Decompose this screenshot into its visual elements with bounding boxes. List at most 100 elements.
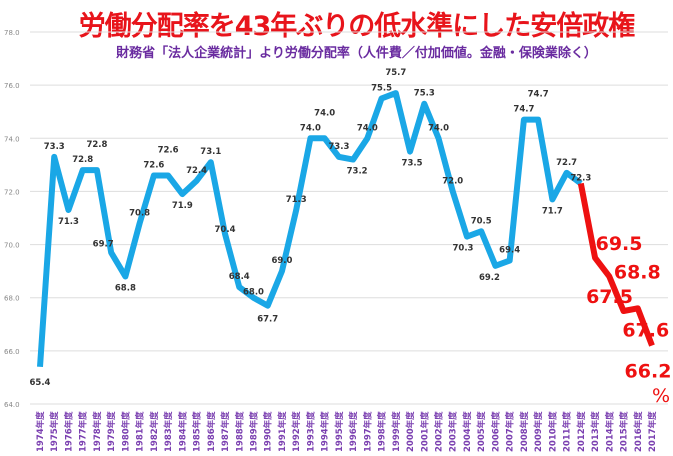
x-tick-label: 1974年度 <box>35 411 46 452</box>
chart-subtitle: 財務省「法人企業統計」より労働分配率（人件費／付加価値。金融・保険業除く） <box>116 46 597 61</box>
data-label: 68.0 <box>243 288 264 298</box>
data-label: 69.5 <box>596 233 643 255</box>
y-tick-label: 64.0 <box>4 401 20 409</box>
data-label: 72.6 <box>158 145 179 155</box>
x-tick-label: 2000年度 <box>405 411 416 452</box>
x-tick-label: 1995年度 <box>334 411 345 452</box>
x-tick-label: 1975年度 <box>49 411 60 452</box>
x-tick-label: 1996年度 <box>348 411 359 452</box>
data-label: 74.7 <box>513 105 534 115</box>
x-tick-label: 1989年度 <box>248 411 259 452</box>
data-label: 75.5 <box>371 83 392 93</box>
data-label: 71.9 <box>172 201 193 211</box>
data-label: 69.4 <box>499 246 520 256</box>
data-label: 71.3 <box>286 195 307 205</box>
unit-label: % <box>652 385 670 407</box>
x-tick-label: 2008年度 <box>519 411 530 452</box>
x-tick-label: 2015年度 <box>619 411 630 452</box>
y-tick-label: 68.0 <box>4 295 20 303</box>
data-label: 66.2 <box>625 361 672 383</box>
x-tick-label: 1998年度 <box>377 411 388 452</box>
data-label: 72.7 <box>556 158 577 168</box>
data-label: 73.2 <box>347 167 368 177</box>
x-tick-label: 2007年度 <box>505 411 516 452</box>
data-label: 68.8 <box>614 261 661 283</box>
x-tick-label: 2004年度 <box>462 411 473 452</box>
y-tick-label: 70.0 <box>4 242 20 250</box>
data-label: 68.8 <box>115 283 136 293</box>
x-tick-label: 1976年度 <box>63 411 74 452</box>
x-tick-label: 1986年度 <box>206 411 217 452</box>
data-label: 74.0 <box>300 123 321 133</box>
x-tick-label: 1990年度 <box>263 411 274 452</box>
data-label: 70.5 <box>471 216 492 226</box>
data-label: 70.3 <box>452 244 473 254</box>
x-tick-label: 2001年度 <box>419 411 430 452</box>
x-tick-label: 1987年度 <box>220 411 231 452</box>
data-label: 67.7 <box>257 315 278 325</box>
x-tick-label: 2002年度 <box>434 411 445 452</box>
data-label: 71.7 <box>542 206 563 216</box>
y-tick-label: 66.0 <box>4 348 20 356</box>
data-label: 72.8 <box>86 140 107 150</box>
x-tick-label: 1980年度 <box>120 411 131 452</box>
data-label: 67.6 <box>622 319 669 341</box>
x-tick-label: 1984年度 <box>177 411 188 452</box>
x-tick-label: 1994年度 <box>320 411 331 452</box>
x-tick-label: 1978年度 <box>92 411 103 452</box>
x-tick-label: 1988年度 <box>234 411 245 452</box>
x-tick-label: 2005年度 <box>476 411 487 452</box>
x-tick-label: 1991年度 <box>277 411 288 452</box>
x-tick-label: 2003年度 <box>448 411 459 452</box>
data-label: 72.0 <box>442 176 463 186</box>
data-label: 74.7 <box>528 90 549 100</box>
y-tick-label: 78.0 <box>4 29 20 37</box>
x-tick-label: 1979年度 <box>106 411 117 452</box>
data-label: 69.2 <box>479 273 500 283</box>
x-tick-label: 1982年度 <box>149 411 160 452</box>
data-label: 72.3 <box>570 173 591 183</box>
y-tick-label: 72.0 <box>4 188 20 196</box>
x-tick-label: 2009年度 <box>533 411 544 452</box>
x-tick-label: 2016年度 <box>633 411 644 452</box>
data-label: 67.5 <box>586 286 633 308</box>
x-tick-label: 2011年度 <box>562 411 573 452</box>
x-tick-label: 1992年度 <box>291 411 302 452</box>
x-tick-label: 1993年度 <box>305 411 316 452</box>
data-label: 73.3 <box>328 142 349 152</box>
data-label: 72.6 <box>143 160 164 170</box>
y-tick-label: 76.0 <box>4 82 20 90</box>
data-label: 75.7 <box>385 68 406 78</box>
x-tick-label: 2006年度 <box>490 411 501 452</box>
data-label: 72.8 <box>72 155 93 165</box>
x-tick-label: 2017年度 <box>647 411 658 452</box>
x-tick-label: 1999年度 <box>391 411 402 452</box>
x-tick-label: 1977年度 <box>78 411 89 452</box>
data-label: 65.4 <box>30 378 51 388</box>
data-label: 71.3 <box>58 217 79 227</box>
x-tick-label: 1997年度 <box>362 411 373 452</box>
x-tick-label: 2013年度 <box>590 411 601 452</box>
x-tick-label: 2010年度 <box>547 411 558 452</box>
x-tick-label: 2014年度 <box>604 411 615 452</box>
x-tick-label: 1985年度 <box>192 411 203 452</box>
highlight-series-line <box>577 182 655 347</box>
main-series-line <box>37 90 583 368</box>
data-label: 69.7 <box>93 240 114 250</box>
data-label: 69.0 <box>271 256 292 266</box>
x-tick-label: 1981年度 <box>135 411 146 452</box>
data-label: 68.4 <box>229 272 250 282</box>
data-label: 74.0 <box>314 108 335 118</box>
data-label: 73.3 <box>44 142 65 152</box>
data-label: 75.3 <box>414 89 435 99</box>
x-tick-label: 2012年度 <box>576 411 587 452</box>
data-label: 73.5 <box>402 159 423 169</box>
y-tick-label: 74.0 <box>4 135 20 143</box>
x-tick-label: 1983年度 <box>163 411 174 452</box>
data-label: 73.1 <box>200 147 221 157</box>
data-label: 74.0 <box>357 123 378 133</box>
data-label: 74.0 <box>428 123 449 133</box>
data-label: 72.4 <box>186 166 207 176</box>
data-label: 70.8 <box>129 208 150 218</box>
